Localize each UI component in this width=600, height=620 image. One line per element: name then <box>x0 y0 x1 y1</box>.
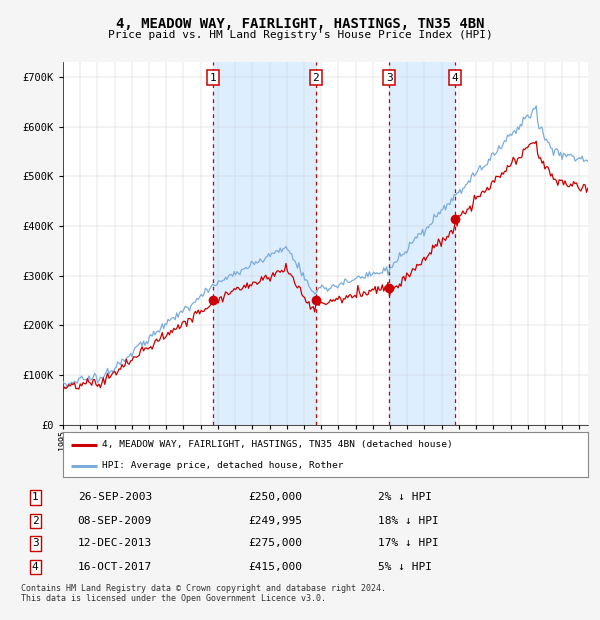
Text: 26-SEP-2003: 26-SEP-2003 <box>78 492 152 502</box>
Text: 08-SEP-2009: 08-SEP-2009 <box>78 516 152 526</box>
Text: £249,995: £249,995 <box>248 516 302 526</box>
Bar <box>213 62 316 425</box>
Text: HPI: Average price, detached house, Rother: HPI: Average price, detached house, Roth… <box>103 461 344 470</box>
Text: 3: 3 <box>32 538 38 549</box>
Text: Price paid vs. HM Land Registry's House Price Index (HPI): Price paid vs. HM Land Registry's House … <box>107 30 493 40</box>
Text: £250,000: £250,000 <box>248 492 302 502</box>
Text: Contains HM Land Registry data © Crown copyright and database right 2024.
This d: Contains HM Land Registry data © Crown c… <box>21 584 386 603</box>
Text: 1: 1 <box>32 492 38 502</box>
Text: 4: 4 <box>452 73 458 83</box>
Text: 16-OCT-2017: 16-OCT-2017 <box>78 562 152 572</box>
Text: 4, MEADOW WAY, FAIRLIGHT, HASTINGS, TN35 4BN (detached house): 4, MEADOW WAY, FAIRLIGHT, HASTINGS, TN35… <box>103 440 453 450</box>
Text: 18% ↓ HPI: 18% ↓ HPI <box>378 516 439 526</box>
Text: 2% ↓ HPI: 2% ↓ HPI <box>378 492 432 502</box>
Bar <box>389 62 455 425</box>
Text: 5% ↓ HPI: 5% ↓ HPI <box>378 562 432 572</box>
Text: £415,000: £415,000 <box>248 562 302 572</box>
Text: 4: 4 <box>32 562 38 572</box>
Text: £275,000: £275,000 <box>248 538 302 549</box>
Text: 2: 2 <box>32 516 38 526</box>
Text: 17% ↓ HPI: 17% ↓ HPI <box>378 538 439 549</box>
Text: 1: 1 <box>210 73 217 83</box>
Text: 2: 2 <box>313 73 319 83</box>
Text: 3: 3 <box>386 73 392 83</box>
Text: 12-DEC-2013: 12-DEC-2013 <box>78 538 152 549</box>
Text: 4, MEADOW WAY, FAIRLIGHT, HASTINGS, TN35 4BN: 4, MEADOW WAY, FAIRLIGHT, HASTINGS, TN35… <box>116 17 484 31</box>
